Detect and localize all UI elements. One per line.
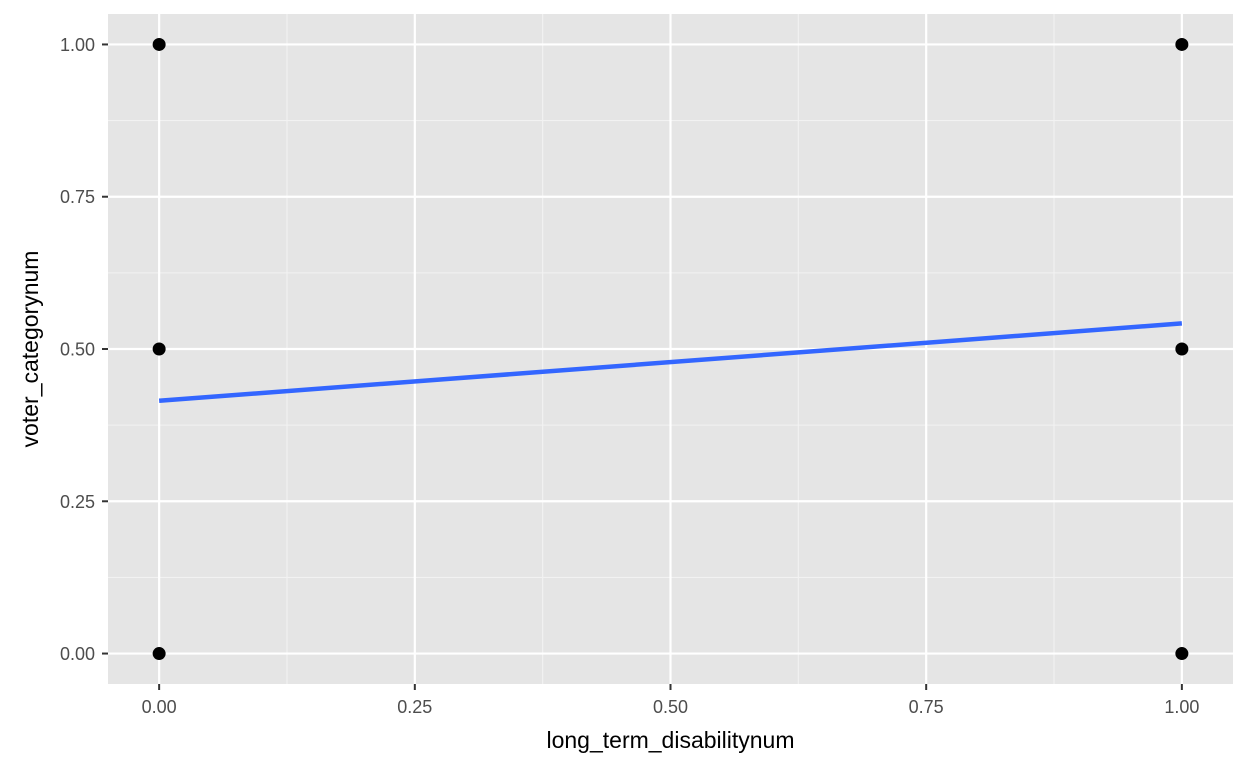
- y-tick-label: 0.25: [60, 492, 95, 512]
- data-point: [1175, 343, 1188, 356]
- data-point: [153, 647, 166, 660]
- x-tick-label: 0.50: [653, 697, 688, 717]
- y-axis: 0.00 0.25 0.50 0.75 1.00: [60, 35, 108, 664]
- y-tick-label: 1.00: [60, 35, 95, 55]
- y-axis-title: voter_categorynum: [17, 251, 43, 448]
- data-point: [153, 38, 166, 51]
- x-tick-label: 0.00: [142, 697, 177, 717]
- data-point: [1175, 38, 1188, 51]
- x-tick-label: 0.75: [909, 697, 944, 717]
- y-tick-label: 0.50: [60, 340, 95, 360]
- x-axis-title: long_term_disabilitynum: [546, 727, 794, 753]
- data-point: [1175, 647, 1188, 660]
- x-tick-label: 1.00: [1164, 697, 1199, 717]
- data-point: [153, 343, 166, 356]
- y-tick-label: 0.75: [60, 187, 95, 207]
- y-tick-label: 0.00: [60, 644, 95, 664]
- x-tick-label: 0.25: [397, 697, 432, 717]
- x-axis: 0.00 0.25 0.50 0.75 1.00: [142, 684, 1200, 717]
